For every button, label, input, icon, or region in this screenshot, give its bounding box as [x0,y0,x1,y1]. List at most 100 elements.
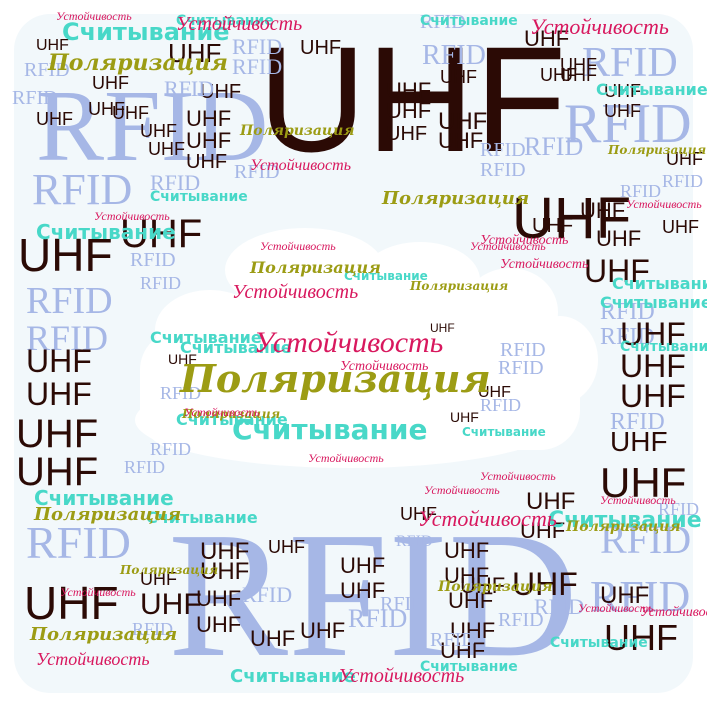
word-polarization: Поляризация [410,279,509,293]
word-stability: Устойчивость [500,257,589,272]
word-stability: Устойчивость [36,649,150,669]
word-uhf: UHF [140,588,202,621]
word-read: Считывание [548,508,702,533]
word-rfid: RFID [160,383,202,403]
word-uhf: UHF [196,586,242,611]
word-rfid: RFID [430,629,476,651]
word-rfid: RFID [500,339,546,361]
word-rfid: RFID [232,34,283,59]
word-uhf: UHF [604,81,641,101]
word-rfid: RFID [480,159,526,181]
word-stability: Устойчивость [418,506,557,531]
word-uhf: UHF [438,108,488,135]
word-uhf: UHF [610,426,668,457]
word-rfid: RFID [26,517,131,568]
word-rfid: RFID [130,249,176,271]
word-stability: Устойчивость [60,585,136,599]
word-stability: Устойчивость [424,483,500,497]
word-uhf: UHF [444,563,490,588]
word-uhf: UHF [186,151,228,173]
word-uhf: UHF [168,351,197,367]
word-uhf: UHF [478,384,511,401]
word-read: Считывание [36,220,176,244]
word-read: Считывание [420,659,518,675]
word-uhf: UHF [444,538,490,563]
word-uhf: UHF [526,488,576,515]
word-uhf: UHF [448,588,494,613]
word-rfid: RFID [422,40,486,71]
word-uhf: UHF [112,103,149,123]
word-rfid: RFID [164,76,215,101]
word-read: Считывание [62,18,230,46]
word-rfid: RFID [480,395,522,415]
word-uhf: UHF [400,504,437,524]
word-rfid: RFID [234,161,280,183]
word-stability: Устойчивость [340,359,429,374]
word-uhf: UHF [250,626,296,651]
word-uhf: UHF [16,450,99,494]
word-polarization: Поляризация [182,407,281,421]
word-rfid: RFID [600,299,655,325]
word-uhf: UHF [26,343,92,379]
word-polarization: Поляризация [48,50,228,76]
word-rfid: RFID [24,59,70,81]
word-stability: Устойчивость [578,601,654,615]
word-stability: Устойчивость [600,493,676,507]
word-read: Считывание [150,189,248,205]
word-uhf: UHF [16,412,99,456]
word-read: Считывание [180,338,292,357]
word-uhf: UHF [26,376,92,412]
word-stability: Устойчивость [338,665,465,687]
word-stability: Устойчивость [626,197,702,211]
word-stability: Устойчивость [260,239,336,253]
word-read: Считывание [596,80,707,99]
word-read: Считывание [420,13,518,29]
word-read: Считывание [34,486,174,510]
word-read: Считывание [550,635,648,651]
word-uhf: UHF [450,409,479,425]
word-uhf: UHF [140,569,177,589]
word-rfid: RFID [564,93,692,155]
word-uhf: UHF [520,518,566,543]
word-rfid: RFID [590,572,691,621]
word-uhf: UHF [186,106,232,131]
word-rfid: RFID [658,499,700,519]
word-rfid: RFID [124,457,166,477]
word-rfid: RFID [498,357,544,379]
word-rfid: RFID [610,409,665,435]
word-rfid: RFID [12,87,58,109]
word-rfid: RFID [582,40,678,86]
word-uhf: UHF [300,618,346,643]
word-stability: Устойчивость [308,451,384,465]
word-rfid: RFID [380,593,426,615]
word-stability: Устойчивость [94,209,170,223]
word-stability: Устойчивость [232,281,359,303]
word-rfid: RFID [396,533,433,550]
word-uhf: UHF [18,229,113,281]
word-read: Считывание [146,508,258,527]
word-rfid: RFID [140,273,182,293]
word-uhf: UHF [196,612,242,637]
word-uhf: UHF [168,38,222,68]
word-polarization: Поляризация [250,258,381,277]
word-uhf: UHF [596,226,642,251]
word-polarization: Поляризация [30,624,178,645]
word-uhf: UHF [36,109,73,129]
word-read: Считывание [150,328,262,347]
word-rfid: RFID [662,171,704,191]
word-uhf: UHF [662,217,699,237]
word-rfid: RFID [420,11,466,33]
word-uhf: UHF [186,128,232,153]
word-uhf: UHF [584,253,650,289]
word-uhf: UHF [340,553,386,578]
word-read: Считывание [232,413,428,446]
word-polarization: Поляризация [438,579,553,595]
word-rfid: RFID [36,70,269,183]
word-uhf: UHF [600,459,687,506]
word-uhf: UHF [600,582,650,609]
word-polarization: Поляризация [240,123,355,139]
word-uhf: UHF [36,37,69,54]
word-uhf: UHF [532,215,574,237]
word-polarization: Поляризация [180,356,491,401]
